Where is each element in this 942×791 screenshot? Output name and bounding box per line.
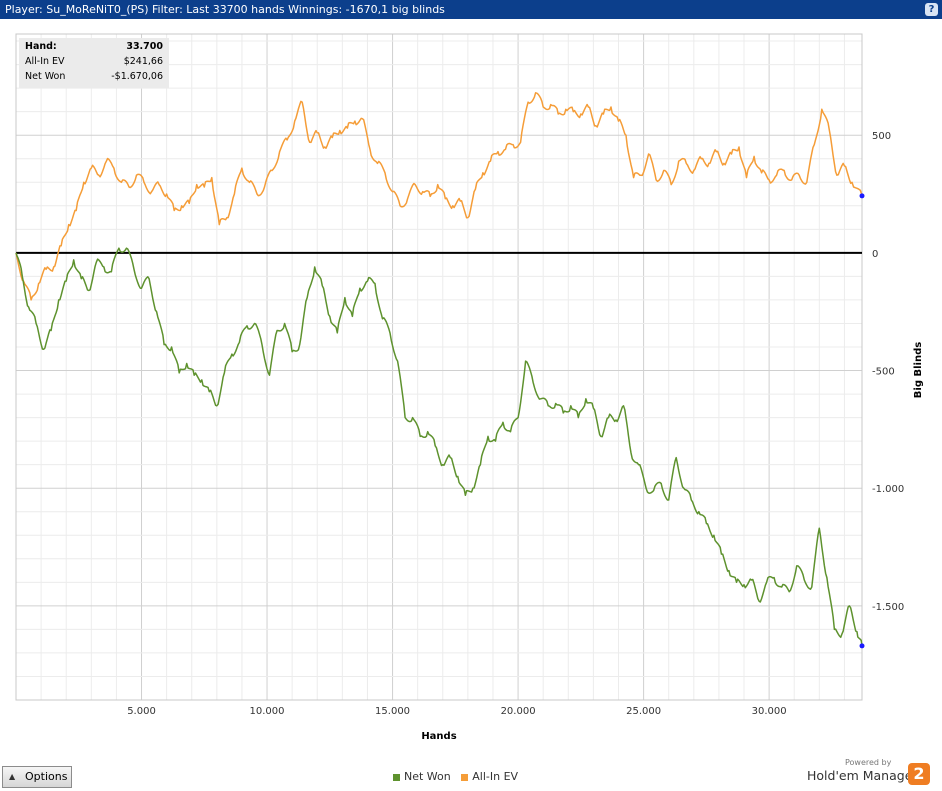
plot-frame — [15, 33, 863, 701]
y-tick-label: -1.000 — [872, 484, 904, 495]
y-tick-label: -1.500 — [872, 602, 904, 613]
brand-badge: Powered by Hold'em Manager 2 — [800, 758, 940, 788]
info-hand-label: Hand: — [25, 41, 57, 52]
options-button[interactable]: ▲ Options — [2, 766, 72, 788]
y-tick-label: 0 — [872, 249, 878, 260]
legend-swatch-all-in-ev — [461, 773, 469, 781]
legend-label-net-won: Net Won — [404, 770, 451, 783]
series-endpoint-net-won — [859, 643, 865, 649]
info-box: Hand: 33.700 All-In EV $241,66 Net Won -… — [19, 38, 169, 88]
brand-name: Hold'em Manager — [807, 768, 918, 783]
chart-legend: Net Won All-In EV — [393, 770, 525, 783]
y-tick-label: 500 — [872, 131, 891, 142]
series-line-all-in-ev — [15, 92, 863, 301]
x-tick-label: 20.000 — [501, 706, 536, 717]
x-axis-label: Hands — [421, 731, 456, 742]
x-tick-label: 25.000 — [626, 706, 661, 717]
legend-swatch-net-won — [393, 773, 400, 781]
chart-grid — [15, 33, 863, 701]
info-row-allin-ev: All-In EV $241,66 — [25, 55, 163, 69]
info-allin-ev-label: All-In EV — [25, 56, 65, 67]
window-title-bar: Player: Su_MoReNiT0_(PS) Filter: Last 33… — [0, 0, 942, 19]
x-tick-label: 30.000 — [752, 706, 787, 717]
legend-item-all-in-ev[interactable]: All-In EV — [461, 770, 518, 783]
winnings-graph: 5.000 10.000 15.000 20.000 25.000 30.000 500 0 -… — [15, 33, 924, 742]
info-row-hand: Hand: 33.700 — [25, 40, 163, 54]
series-endpoint-all-in-ev — [859, 193, 865, 199]
series-line-net-won — [15, 247, 863, 647]
help-icon[interactable]: ? — [925, 3, 938, 16]
x-tick-label: 5.000 — [127, 706, 156, 717]
info-net-won-value: -$1.670,06 — [111, 71, 163, 82]
info-row-net-won: Net Won -$1.670,06 — [25, 70, 163, 84]
triangle-up-icon: ▲ — [9, 772, 16, 781]
info-hand-value: 33.700 — [126, 41, 163, 52]
x-tick-label: 10.000 — [250, 706, 285, 717]
options-button-label: Options — [25, 770, 68, 783]
axis-ticks: 5.000 10.000 15.000 20.000 25.000 30.000 500 0 -… — [127, 131, 904, 717]
legend-item-net-won[interactable]: Net Won — [393, 770, 451, 783]
legend-label-all-in-ev: All-In EV — [472, 770, 519, 783]
window-title: Player: Su_MoReNiT0_(PS) Filter: Last 33… — [5, 3, 445, 16]
series-layer — [15, 92, 865, 649]
powered-by-text: Powered by — [845, 758, 892, 767]
y-axis-label: Big Blinds — [913, 342, 924, 398]
hem2-logo-icon: 2 — [908, 763, 930, 785]
x-tick-label: 15.000 — [375, 706, 410, 717]
info-allin-ev-value: $241,66 — [123, 56, 163, 67]
y-tick-label: -500 — [872, 367, 895, 378]
info-net-won-label: Net Won — [25, 71, 66, 82]
